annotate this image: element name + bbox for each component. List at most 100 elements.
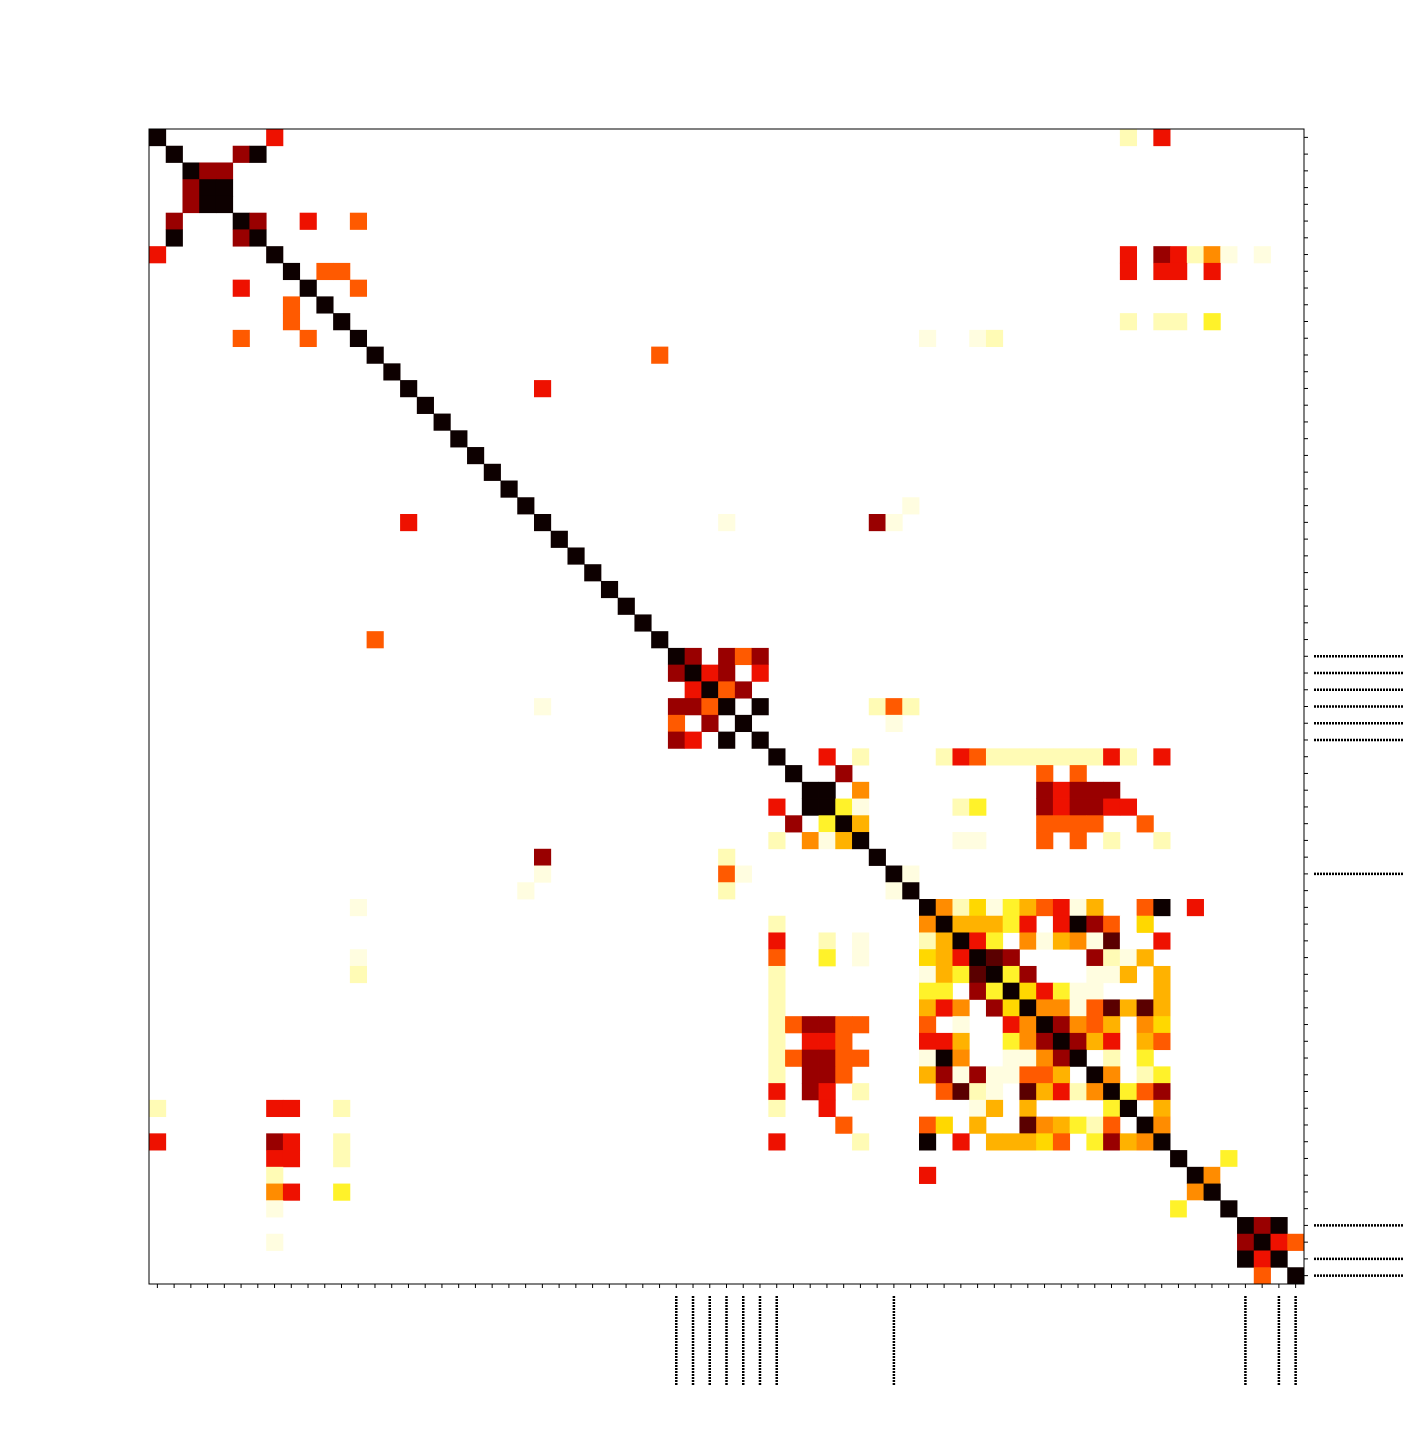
heatmap-cell — [985, 748, 1004, 766]
heatmap-cell — [818, 748, 836, 766]
heatmap-cell — [684, 681, 702, 699]
heatmap-cell — [835, 765, 853, 783]
heatmap-cell — [718, 698, 736, 716]
heatmap-cell — [299, 329, 317, 348]
heatmap-cell — [1153, 1032, 1171, 1051]
heatmap-cell — [534, 380, 552, 398]
heatmap-cell — [919, 899, 937, 917]
heatmap-cell — [952, 1032, 970, 1051]
heatmap-cell — [919, 982, 937, 1000]
heatmap-cell — [818, 832, 836, 850]
heatmap-cell — [952, 832, 970, 850]
heatmap-cell — [651, 346, 669, 364]
heatmap-cell — [1153, 899, 1171, 917]
heatmap-cell — [266, 1166, 284, 1184]
heatmap-cell — [718, 882, 736, 900]
heatmap-cell — [1153, 262, 1171, 281]
heatmap-cell — [952, 932, 970, 950]
heatmap-cell — [969, 1066, 987, 1084]
heatmap-cell — [1036, 932, 1054, 950]
heatmap-cell — [667, 664, 686, 682]
heatmap-cell — [785, 815, 803, 833]
heatmap-cell — [1019, 1083, 1037, 1101]
heatmap-cell — [149, 129, 167, 147]
heatmap-cell — [985, 982, 1004, 1000]
heatmap-cell — [1103, 1032, 1121, 1051]
heatmap-cell — [985, 1083, 1004, 1101]
heatmap-cell — [1019, 1049, 1037, 1067]
heatmap-cell — [584, 564, 602, 582]
heatmap-cell — [1136, 815, 1154, 833]
heatmap-cell — [149, 1133, 167, 1151]
heatmap-cell — [1220, 1200, 1238, 1218]
heatmap-cell — [266, 1200, 284, 1218]
heatmap-cell — [199, 162, 217, 180]
heatmap-cell — [1153, 1016, 1171, 1034]
heatmap-cell — [1153, 1116, 1171, 1134]
heatmap-cell — [1069, 1083, 1087, 1101]
heatmap-cell — [467, 447, 485, 465]
heatmap-cell — [935, 899, 953, 917]
heatmap-cell — [1052, 982, 1071, 1000]
heatmap-cell — [868, 514, 886, 532]
heatmap-cell — [1153, 1083, 1171, 1101]
heatmap-cell — [1036, 748, 1054, 766]
heatmap-cell — [165, 212, 183, 230]
heatmap-cell — [282, 262, 301, 281]
heatmap-cell — [1136, 1032, 1154, 1051]
heatmap-cell — [1002, 1032, 1020, 1051]
heatmap-cell — [785, 1049, 803, 1067]
heatmap-cell — [1052, 798, 1071, 816]
heatmap-cell — [985, 949, 1004, 967]
heatmap-cell — [1069, 832, 1087, 850]
heatmap-cell — [935, 748, 953, 766]
heatmap-cell — [249, 212, 267, 230]
heatmap-cell — [919, 999, 937, 1017]
heatmap-cell — [751, 731, 769, 749]
heatmap-cell — [902, 497, 920, 515]
heatmap-cell — [1203, 313, 1221, 331]
heatmap-cell — [333, 1150, 351, 1168]
heatmap-cell — [517, 882, 535, 900]
heatmap-cell — [282, 313, 301, 331]
heatmap-cell — [734, 714, 753, 733]
heatmap-cell — [1186, 1166, 1204, 1184]
heatmap-cell — [1153, 832, 1171, 850]
heatmap-cell — [751, 698, 769, 716]
heatmap-cell — [232, 229, 250, 247]
heatmap-cell — [282, 1150, 301, 1168]
heatmap-cell — [952, 999, 970, 1017]
heatmap-cell — [768, 748, 786, 766]
heatmap-cell — [1237, 1217, 1255, 1235]
heatmap-cell — [1153, 932, 1171, 950]
heatmap-cell — [701, 664, 719, 682]
heatmap-cell — [182, 162, 200, 180]
heatmap-cell — [969, 965, 987, 984]
heatmap-cell — [1186, 246, 1204, 264]
heatmap-cell — [333, 1133, 351, 1151]
heatmap-cell — [1136, 915, 1154, 933]
heatmap-cell — [1119, 999, 1138, 1017]
heatmap-cell — [985, 329, 1004, 348]
heatmap-cell — [1036, 1016, 1054, 1034]
heatmap-cell — [818, 1049, 836, 1067]
heatmap-cell — [1036, 1083, 1054, 1101]
heatmap-cell — [534, 865, 552, 883]
heatmap-cell — [1103, 748, 1121, 766]
heatmap-cell — [935, 1049, 953, 1067]
heatmap-cell — [1036, 1116, 1054, 1134]
heatmap-cell — [349, 899, 368, 917]
heatmap-cell — [935, 1116, 953, 1134]
heatmap-cell — [801, 832, 819, 850]
heatmap-cell — [718, 865, 736, 883]
heatmap-cell — [835, 1116, 853, 1134]
heatmap-cell — [1186, 1200, 1204, 1218]
heatmap-cell — [1052, 1016, 1071, 1034]
heatmap-cell — [1002, 899, 1020, 917]
heatmap-cell — [400, 514, 418, 532]
heatmap-cell — [1153, 748, 1171, 766]
heatmap-cell — [1270, 1250, 1288, 1268]
heatmap-cell — [935, 932, 953, 950]
heatmap-cell — [885, 882, 903, 900]
heatmap-cell — [1002, 999, 1020, 1017]
